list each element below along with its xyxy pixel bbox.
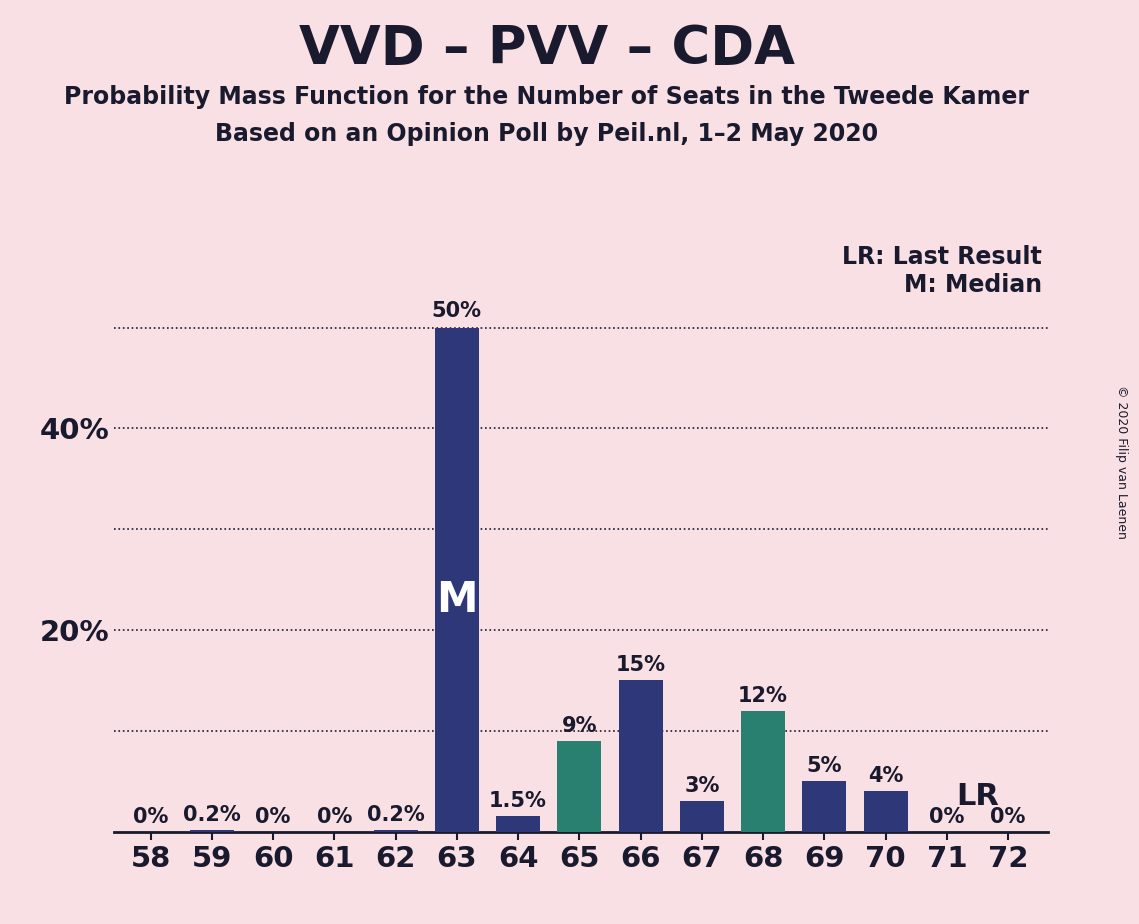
- Text: Based on an Opinion Poll by Peil.nl, 1–2 May 2020: Based on an Opinion Poll by Peil.nl, 1–2…: [215, 122, 878, 146]
- Text: 3%: 3%: [685, 776, 720, 796]
- Text: VVD – PVV – CDA: VVD – PVV – CDA: [298, 23, 795, 75]
- Text: 0%: 0%: [929, 807, 965, 827]
- Text: 0%: 0%: [133, 807, 169, 827]
- Text: M: Median: M: Median: [904, 273, 1042, 297]
- Text: 0%: 0%: [991, 807, 1026, 827]
- Bar: [557, 741, 601, 832]
- Text: 0.2%: 0.2%: [183, 805, 240, 824]
- Text: 4%: 4%: [868, 766, 903, 786]
- Bar: [802, 781, 846, 832]
- Bar: [497, 817, 540, 832]
- Text: LR: Last Result: LR: Last Result: [843, 245, 1042, 269]
- Text: © 2020 Filip van Laenen: © 2020 Filip van Laenen: [1115, 385, 1129, 539]
- Text: 5%: 5%: [806, 756, 842, 776]
- Bar: [190, 830, 233, 832]
- Text: 15%: 15%: [615, 655, 665, 675]
- Text: M: M: [436, 578, 477, 621]
- Text: 0.2%: 0.2%: [367, 805, 425, 824]
- Bar: [374, 830, 418, 832]
- Bar: [618, 680, 663, 832]
- Text: 1.5%: 1.5%: [489, 792, 547, 811]
- Text: 50%: 50%: [432, 300, 482, 321]
- Text: 9%: 9%: [562, 716, 597, 736]
- Bar: [863, 791, 908, 832]
- Text: 0%: 0%: [317, 807, 352, 827]
- Text: LR: LR: [956, 782, 999, 811]
- Bar: [680, 801, 724, 832]
- Text: Probability Mass Function for the Number of Seats in the Tweede Kamer: Probability Mass Function for the Number…: [64, 85, 1030, 109]
- Bar: [741, 711, 785, 832]
- Text: 12%: 12%: [738, 686, 788, 706]
- Bar: [435, 328, 478, 832]
- Text: 0%: 0%: [255, 807, 290, 827]
